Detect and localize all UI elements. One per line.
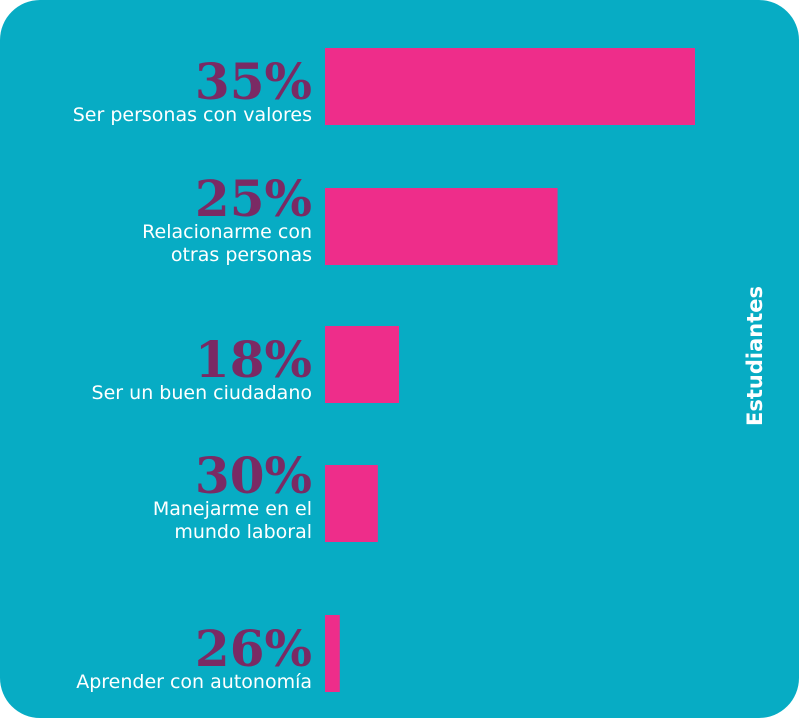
bar — [325, 465, 378, 542]
bar — [325, 188, 558, 265]
value-label: 18% — [195, 330, 312, 389]
category-label: mundo laboral — [174, 521, 312, 543]
value-label: 25% — [195, 169, 312, 228]
value-label: 30% — [195, 446, 312, 505]
bar — [325, 326, 399, 403]
bar — [325, 48, 695, 125]
category-label: Manejarme en el — [153, 498, 312, 520]
category-label: otras personas — [171, 244, 312, 266]
category-label: Ser un buen ciudadano — [92, 382, 312, 404]
side-title: Estudiantes — [743, 286, 767, 426]
bar — [325, 615, 340, 692]
category-label: Aprender con autonomía — [76, 671, 312, 693]
value-label: 26% — [195, 619, 312, 678]
category-label: Relacionarme con — [142, 221, 312, 243]
value-label: 35% — [195, 52, 312, 111]
category-label: Ser personas con valores — [73, 104, 312, 126]
